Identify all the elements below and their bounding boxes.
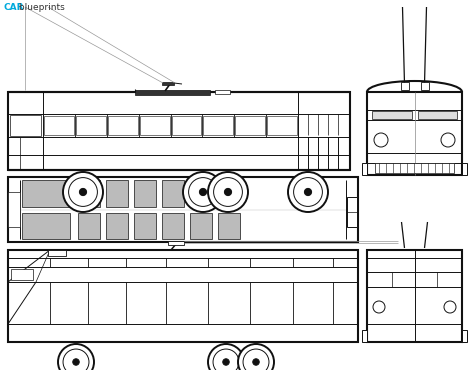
Circle shape xyxy=(58,344,94,370)
Circle shape xyxy=(374,133,388,147)
Circle shape xyxy=(214,178,242,206)
Bar xyxy=(375,163,454,173)
Bar xyxy=(22,180,70,206)
Bar xyxy=(190,212,212,239)
Circle shape xyxy=(63,172,103,212)
Bar xyxy=(108,116,138,135)
Bar xyxy=(8,92,350,170)
Bar xyxy=(134,212,156,239)
Circle shape xyxy=(238,344,274,370)
Bar xyxy=(44,116,74,135)
Bar xyxy=(367,250,462,342)
Bar xyxy=(8,192,20,227)
Bar xyxy=(162,82,174,85)
Bar xyxy=(106,212,128,239)
Bar xyxy=(168,241,184,245)
Circle shape xyxy=(208,344,244,370)
Bar xyxy=(362,330,367,342)
Bar xyxy=(162,212,184,239)
Bar xyxy=(140,116,170,135)
Bar xyxy=(10,115,41,136)
Bar xyxy=(362,163,367,175)
Bar xyxy=(48,250,66,256)
Circle shape xyxy=(200,188,207,196)
Circle shape xyxy=(224,188,232,196)
Bar xyxy=(22,212,70,239)
Circle shape xyxy=(304,188,312,196)
Bar xyxy=(218,212,240,239)
Bar xyxy=(462,163,467,175)
Circle shape xyxy=(373,301,385,313)
Bar xyxy=(203,116,233,135)
Bar xyxy=(135,90,210,95)
Circle shape xyxy=(294,178,323,206)
Bar xyxy=(235,116,265,135)
Circle shape xyxy=(183,172,223,212)
Circle shape xyxy=(68,178,97,206)
Bar xyxy=(218,180,240,206)
Bar xyxy=(367,92,462,175)
Circle shape xyxy=(444,301,456,313)
Circle shape xyxy=(253,359,259,365)
Bar xyxy=(462,330,467,342)
Bar xyxy=(78,180,100,206)
Bar xyxy=(11,269,33,280)
Circle shape xyxy=(79,188,86,196)
Circle shape xyxy=(189,178,218,206)
Bar xyxy=(78,212,100,239)
Bar xyxy=(400,82,408,90)
Bar xyxy=(8,177,358,242)
Bar xyxy=(162,180,184,206)
Circle shape xyxy=(208,172,248,212)
Circle shape xyxy=(441,133,455,147)
Bar xyxy=(76,116,106,135)
Bar xyxy=(8,250,358,342)
Text: blueprints: blueprints xyxy=(16,3,65,12)
Bar xyxy=(267,116,297,135)
Circle shape xyxy=(243,349,269,370)
Bar xyxy=(171,116,201,135)
Bar xyxy=(418,111,457,119)
Bar xyxy=(347,197,357,227)
Bar xyxy=(215,90,230,94)
Bar xyxy=(372,111,411,119)
Circle shape xyxy=(63,349,89,370)
Bar xyxy=(134,180,156,206)
Bar xyxy=(106,180,128,206)
Circle shape xyxy=(223,359,229,365)
Circle shape xyxy=(213,349,239,370)
Circle shape xyxy=(73,359,79,365)
Bar xyxy=(190,180,212,206)
Bar xyxy=(420,82,428,90)
Circle shape xyxy=(288,172,328,212)
Text: CAR: CAR xyxy=(3,3,23,12)
